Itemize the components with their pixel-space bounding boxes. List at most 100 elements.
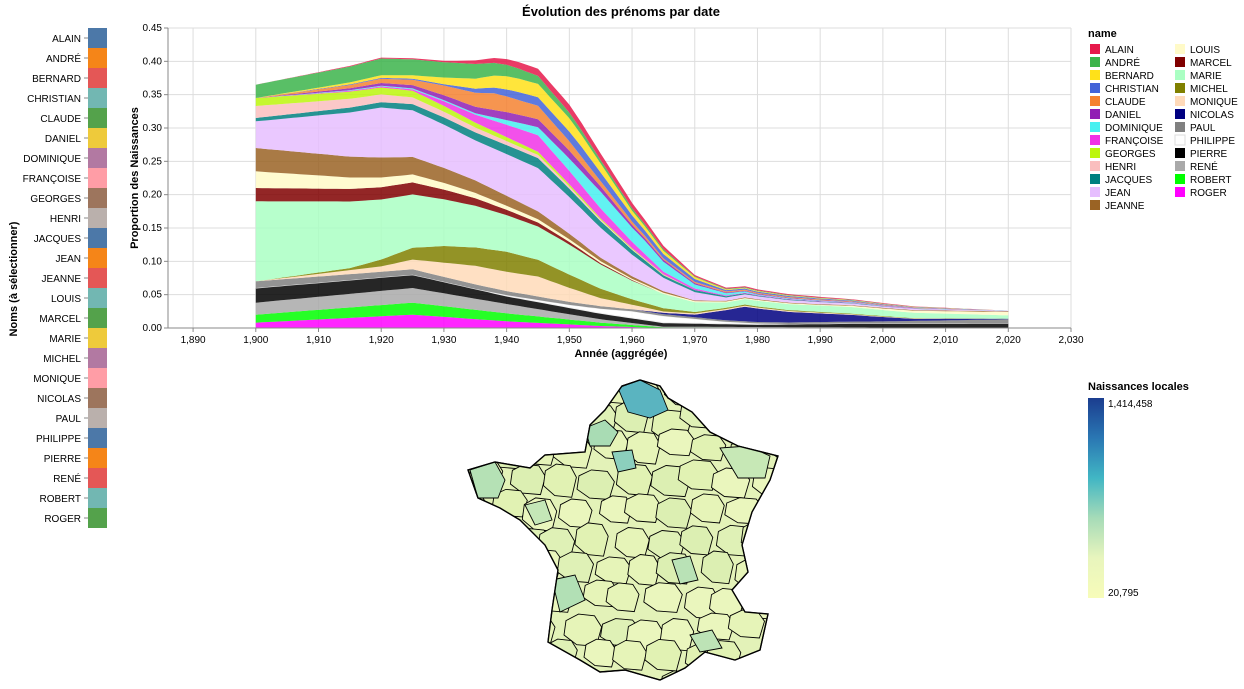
legend-swatch[interactable] [1175, 70, 1185, 80]
legend-swatch[interactable] [1090, 57, 1100, 67]
department[interactable] [760, 492, 795, 526]
department[interactable] [563, 675, 600, 689]
legend-swatch[interactable] [1175, 161, 1185, 171]
legend-swatch[interactable] [1175, 109, 1185, 119]
department[interactable] [690, 493, 725, 524]
legend-label[interactable]: MARIE [1190, 71, 1222, 82]
department[interactable] [605, 582, 640, 613]
department[interactable] [491, 370, 532, 402]
legend-swatch[interactable] [1090, 200, 1100, 210]
legend-label[interactable]: CLAUDE [1105, 97, 1146, 108]
legend-swatch[interactable] [1090, 44, 1100, 54]
legend-label[interactable]: ALAIN [1105, 45, 1134, 56]
legend-label[interactable]: MICHEL [1190, 84, 1228, 95]
selector-label[interactable]: DANIEL [45, 134, 82, 145]
selector-label[interactable]: JEAN [55, 254, 81, 265]
selector-label[interactable]: JEANNE [42, 274, 82, 285]
department[interactable] [458, 376, 492, 405]
department[interactable] [727, 669, 766, 689]
selector-swatch[interactable] [88, 208, 107, 228]
department[interactable] [776, 587, 815, 617]
selector-swatch[interactable] [88, 288, 107, 308]
selector-label[interactable]: MARIE [49, 334, 81, 345]
department[interactable] [484, 672, 520, 689]
department[interactable] [452, 613, 492, 642]
department[interactable] [502, 399, 540, 432]
department[interactable] [627, 554, 661, 586]
department[interactable] [529, 671, 565, 689]
legend-swatch[interactable] [1090, 83, 1100, 93]
department[interactable] [470, 526, 511, 561]
legend-swatch[interactable] [1090, 187, 1100, 197]
department[interactable] [478, 406, 513, 436]
selector-label[interactable]: GEORGES [30, 194, 81, 205]
selector-label[interactable]: ALAIN [52, 34, 81, 45]
legend-label[interactable]: MARCEL [1190, 58, 1232, 69]
department[interactable] [788, 405, 827, 436]
department[interactable] [760, 555, 794, 588]
selector-swatch[interactable] [88, 148, 107, 168]
department[interactable] [598, 677, 637, 689]
department[interactable] [739, 402, 778, 434]
department[interactable] [453, 438, 493, 468]
department[interactable] [768, 375, 803, 406]
selector-swatch[interactable] [88, 488, 107, 508]
legend-label[interactable]: ROGER [1190, 188, 1227, 199]
selector-label[interactable]: PHILIPPE [36, 434, 81, 445]
selector-swatch[interactable] [88, 188, 107, 208]
department[interactable] [770, 616, 805, 645]
department[interactable] [691, 376, 728, 404]
department[interactable] [511, 578, 547, 607]
selector-swatch[interactable] [88, 308, 107, 328]
legend-swatch[interactable] [1175, 122, 1185, 132]
department[interactable] [489, 552, 531, 587]
series-area[interactable] [255, 288, 1009, 328]
selector-swatch[interactable] [88, 368, 107, 388]
department[interactable] [456, 671, 492, 689]
series-area[interactable] [255, 107, 1009, 312]
legend-label[interactable]: PIERRE [1190, 149, 1228, 160]
department[interactable] [542, 463, 577, 498]
department[interactable] [776, 646, 811, 680]
department[interactable] [655, 497, 692, 529]
selector-label[interactable]: HENRI [50, 214, 81, 225]
selector-label[interactable]: RENÉ [53, 472, 81, 485]
selector-swatch[interactable] [88, 228, 107, 248]
department-highlight[interactable] [551, 574, 586, 613]
selector-label[interactable]: CHRISTIAN [27, 94, 81, 105]
legend-label[interactable]: DANIEL [1105, 110, 1142, 121]
department[interactable] [690, 670, 726, 689]
selector-swatch[interactable] [88, 328, 107, 348]
legend-label[interactable]: ANDRÉ [1105, 56, 1140, 69]
department[interactable] [788, 467, 821, 498]
selector-swatch[interactable] [88, 388, 107, 408]
legend-label[interactable]: HENRI [1105, 162, 1136, 173]
legend-swatch[interactable] [1090, 70, 1100, 80]
department[interactable] [576, 469, 615, 500]
department[interactable] [679, 525, 714, 556]
selector-swatch[interactable] [88, 448, 107, 468]
legend-label[interactable]: JEAN [1105, 188, 1131, 199]
legend-label[interactable]: JACQUES [1105, 175, 1153, 186]
department[interactable] [644, 638, 682, 672]
selector-swatch[interactable] [88, 348, 107, 368]
legend-swatch[interactable] [1175, 57, 1185, 67]
department[interactable] [555, 377, 591, 408]
selector-label[interactable]: JACQUES [34, 234, 82, 245]
department-highlight[interactable] [524, 499, 553, 526]
department[interactable] [548, 402, 586, 434]
department[interactable] [614, 527, 650, 559]
legend-label[interactable]: GEORGES [1105, 149, 1156, 160]
department-highlight[interactable] [617, 380, 669, 419]
department[interactable] [647, 530, 686, 560]
department-highlight[interactable] [689, 629, 723, 653]
selector-swatch[interactable] [88, 248, 107, 268]
legend-swatch[interactable] [1174, 134, 1186, 146]
selector-swatch[interactable] [88, 108, 107, 128]
selector-swatch[interactable] [88, 468, 107, 488]
department[interactable] [470, 647, 509, 678]
department[interactable] [463, 552, 498, 582]
legend-swatch[interactable] [1175, 148, 1185, 158]
series-area[interactable] [255, 259, 1009, 319]
legend-swatch[interactable] [1175, 83, 1185, 93]
